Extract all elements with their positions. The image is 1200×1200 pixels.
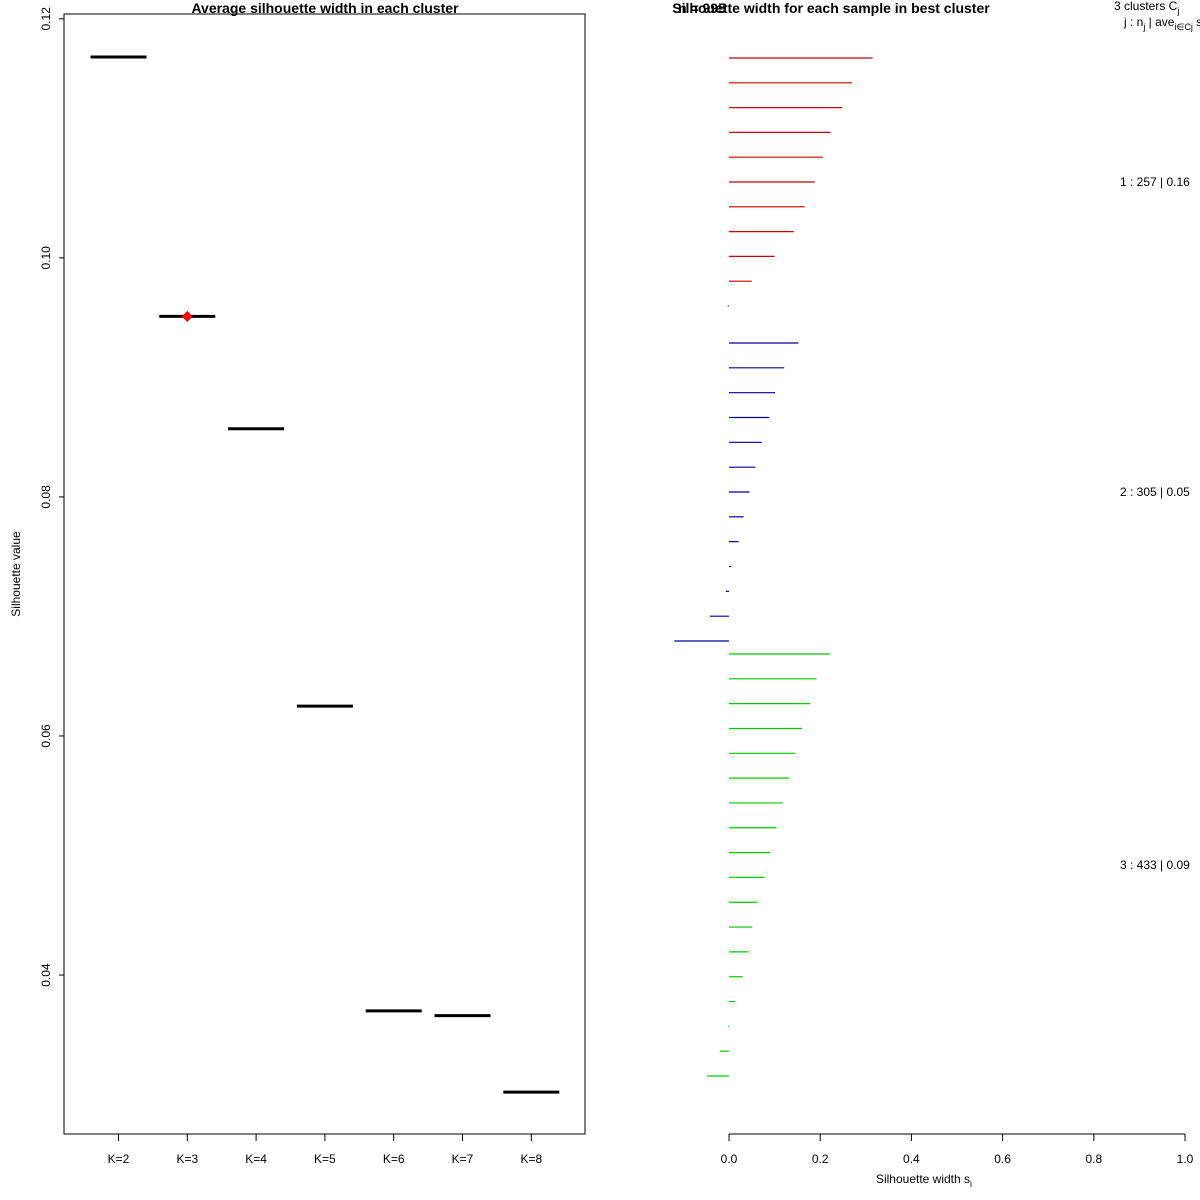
- left-plot-frame: [63, 13, 586, 1135]
- cluster-3-label: 3 : 433 | 0.09: [1120, 858, 1190, 872]
- right-x-axis-title-sub: i: [970, 1179, 972, 1189]
- right-x-axis-title: Silhouette width si: [876, 1172, 972, 1189]
- legend-header-line2: j : nj | avei∈Cj s: [1123, 15, 1200, 32]
- legend-header-line2-sub2: i∈Cj: [1174, 22, 1192, 32]
- left-data-marks: [90, 55, 560, 1094]
- silhouette-bars: [674, 57, 873, 1077]
- right-x-tick-label: 0.2: [812, 1152, 829, 1166]
- legend-header-line1-sub: j: [1176, 6, 1179, 16]
- right-x-tick-label: 1.0: [1177, 1152, 1194, 1166]
- right-chart: n = 995 Silhouette width for each sample…: [672, 0, 1200, 1189]
- left-y-axis: 0.04 0.06 0.08 0.10 0.12: [39, 7, 64, 987]
- right-x-axis-title-main: Silhouette width s: [876, 1172, 970, 1186]
- right-x-axis: 0.0 0.2 0.4 0.6 0.8 1.0: [721, 1133, 1194, 1166]
- left-y-tick-label: 0.12: [39, 7, 53, 31]
- legend-header-line2-sub: j: [1142, 22, 1145, 32]
- legend-header-line2-main: j : n: [1123, 15, 1143, 29]
- legend-header-line2-tail: s: [1193, 15, 1200, 29]
- left-x-axis: K=2 K=3 K=4 K=5 K=6 K=7 K=8: [108, 1133, 542, 1166]
- left-x-tick-label: K=4: [245, 1152, 267, 1166]
- left-x-tick-label: K=7: [452, 1152, 474, 1166]
- left-chart: Average silhouette width in each cluster…: [9, 0, 586, 1166]
- left-y-tick-label: 0.04: [39, 963, 53, 987]
- legend-header-line1: 3 clusters Cj: [1114, 0, 1179, 16]
- left-y-tick-label: 0.10: [39, 246, 53, 270]
- left-x-tick-label: K=8: [520, 1152, 542, 1166]
- right-x-tick-label: 0.4: [903, 1152, 920, 1166]
- left-x-tick-label: K=2: [108, 1152, 130, 1166]
- left-x-tick-label: K=6: [383, 1152, 405, 1166]
- legend-header-line2-rest: | ave: [1145, 15, 1174, 29]
- left-y-tick-label: 0.08: [39, 485, 53, 509]
- legend-header-line1-main: 3 clusters C: [1114, 0, 1178, 13]
- left-y-tick-label: 0.06: [39, 724, 53, 748]
- left-y-axis-title: Silhouette value: [9, 531, 23, 617]
- left-chart-title: Average silhouette width in each cluster: [191, 0, 459, 16]
- cluster-2-label: 2 : 305 | 0.05: [1120, 485, 1190, 499]
- right-chart-title: Silhouette width for each sample in best…: [672, 0, 990, 16]
- left-x-tick-label: K=5: [314, 1152, 336, 1166]
- cluster-1-label: 1 : 257 | 0.16: [1120, 175, 1190, 189]
- best-k-marker: [181, 310, 193, 322]
- right-x-tick-label: 0.0: [721, 1152, 738, 1166]
- right-x-tick-label: 0.6: [994, 1152, 1011, 1166]
- right-chart-overlap-text: n = 995: [678, 0, 726, 16]
- cluster-labels: 1 : 257 | 0.16 2 : 305 | 0.05 3 : 433 | 0.…: [1120, 175, 1190, 872]
- left-x-tick-label: K=3: [176, 1152, 198, 1166]
- right-x-tick-label: 0.8: [1085, 1152, 1102, 1166]
